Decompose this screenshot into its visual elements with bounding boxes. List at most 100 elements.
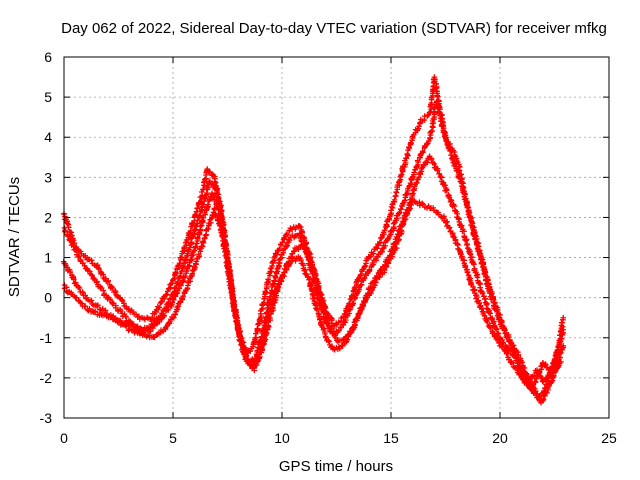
- data-point: [379, 249, 385, 255]
- data-point: [191, 247, 198, 254]
- data-point: [396, 209, 403, 216]
- y-tick-label: 6: [44, 49, 52, 65]
- data-point: [490, 329, 496, 335]
- data-point: [415, 159, 421, 165]
- data-point: [194, 235, 201, 242]
- x-tick-label: 15: [383, 430, 399, 446]
- data-point: [454, 241, 461, 247]
- data-point: [373, 273, 380, 279]
- data-point: [150, 325, 156, 331]
- data-point: [109, 285, 116, 291]
- data-point: [199, 217, 206, 224]
- data-point: [395, 231, 401, 237]
- data-point: [407, 180, 414, 186]
- data-point: [434, 167, 441, 174]
- data-point: [402, 197, 408, 204]
- data-point: [408, 140, 414, 147]
- data-point: [81, 263, 88, 269]
- data-point: [457, 250, 464, 257]
- data-point: [67, 269, 73, 275]
- data-point: [492, 300, 498, 306]
- data-point: [436, 171, 443, 177]
- data-point: [354, 315, 361, 322]
- x-axis-title: GPS time / hours: [279, 458, 393, 475]
- data-point: [82, 303, 89, 309]
- y-tick-label: 0: [44, 290, 52, 306]
- x-tick-label: 0: [60, 430, 68, 446]
- data-point: [224, 259, 231, 265]
- data-point: [446, 224, 453, 231]
- data-point: [153, 321, 159, 327]
- data-point: [180, 293, 186, 299]
- data-point: [559, 319, 565, 326]
- data-point: [199, 218, 205, 225]
- data-point: [92, 308, 98, 315]
- y-axis-title: SDTVAR / TECUs: [6, 177, 23, 297]
- data-point: [171, 297, 177, 303]
- data-point: [65, 233, 71, 240]
- data-point: [192, 244, 198, 251]
- data-point: [449, 157, 456, 163]
- data-point: [194, 217, 201, 223]
- x-tick-label: 20: [492, 430, 508, 446]
- data-point: [411, 169, 417, 176]
- data-point: [560, 343, 567, 349]
- data-point: [391, 197, 398, 203]
- data-point: [215, 191, 221, 198]
- data-point: [376, 274, 383, 280]
- y-tick-label: -1: [40, 330, 53, 346]
- data-point: [273, 269, 280, 276]
- data-point: [501, 327, 508, 334]
- data-point: [317, 316, 323, 323]
- data-point: [540, 396, 547, 403]
- data-point: [542, 361, 549, 367]
- data-point: [178, 268, 185, 274]
- data-point: [238, 342, 245, 348]
- data-point: [424, 113, 430, 119]
- data-point: [284, 267, 290, 273]
- data-point: [88, 297, 95, 304]
- data-point: [370, 250, 377, 257]
- data-point: [377, 239, 383, 245]
- data-point: [519, 365, 526, 372]
- data-point: [86, 306, 93, 312]
- data-point: [489, 290, 495, 297]
- x-tick-label: 5: [169, 430, 177, 446]
- data-point: [476, 280, 482, 287]
- data-point: [351, 285, 358, 291]
- data-point: [448, 147, 454, 153]
- data-point: [464, 269, 471, 275]
- data-point: [227, 284, 234, 291]
- data-point: [443, 187, 450, 194]
- data-point: [329, 343, 335, 349]
- series-track-1: [61, 74, 567, 401]
- data-point: [474, 294, 480, 300]
- data-series: [60, 74, 567, 406]
- data-point: [62, 228, 68, 235]
- data-point: [172, 270, 179, 277]
- data-point: [273, 251, 280, 258]
- data-point: [479, 256, 486, 263]
- data-point: [88, 257, 95, 264]
- data-point: [301, 267, 308, 274]
- data-point: [156, 304, 163, 311]
- data-point: [283, 244, 290, 250]
- data-point: [476, 247, 483, 253]
- data-point: [94, 303, 100, 309]
- y-tick-label: -2: [40, 370, 53, 386]
- data-point: [207, 178, 213, 184]
- data-point: [461, 228, 467, 235]
- data-point: [339, 343, 346, 349]
- data-point: [192, 264, 198, 270]
- data-point: [221, 245, 227, 252]
- data-point: [480, 259, 487, 266]
- data-point: [161, 312, 167, 319]
- data-point: [314, 307, 320, 313]
- data-point: [404, 151, 411, 157]
- axis-ticks: 0 5 10 15 20 25 -3 -2 -1 0 1 2 3 4 5 6: [40, 49, 617, 446]
- data-point: [560, 314, 567, 321]
- data-point: [351, 324, 357, 330]
- data-point: [72, 279, 79, 286]
- data-point: [493, 325, 499, 332]
- data-point: [472, 232, 479, 239]
